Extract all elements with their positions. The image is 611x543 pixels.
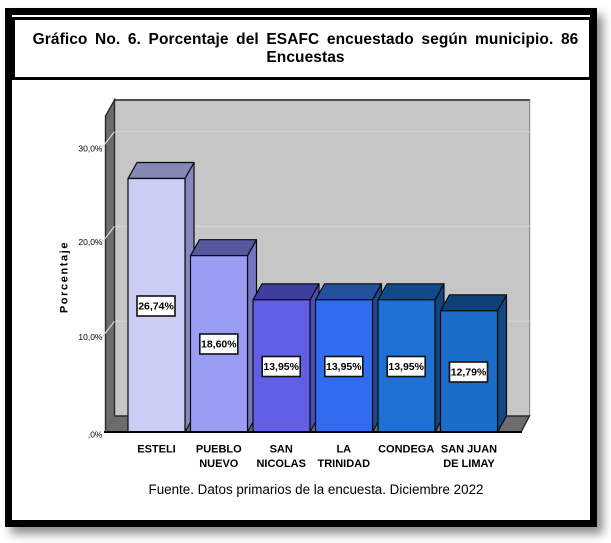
svg-text:18,60%: 18,60% (201, 339, 237, 351)
svg-text:LA: LA (336, 444, 351, 456)
svg-text:CONDEGA: CONDEGA (378, 444, 434, 456)
svg-text:12,79%: 12,79% (451, 367, 487, 379)
svg-text:,0%: ,0% (88, 429, 103, 439)
svg-text:TRINIDAD: TRINIDAD (318, 458, 371, 470)
svg-text:13,95%: 13,95% (388, 361, 424, 373)
svg-text:26,74%: 26,74% (138, 301, 174, 313)
svg-text:13,95%: 13,95% (326, 361, 362, 373)
svg-text:10,0%: 10,0% (78, 332, 103, 342)
svg-text:NICOLAS: NICOLAS (256, 458, 306, 470)
svg-text:Porcentaje: Porcentaje (59, 241, 71, 313)
svg-text:13,95%: 13,95% (263, 361, 299, 373)
svg-text:20,0%: 20,0% (78, 237, 103, 247)
svg-text:PUEBLO: PUEBLO (196, 444, 242, 456)
svg-text:30,0%: 30,0% (78, 143, 103, 153)
svg-text:SAN JUAN: SAN JUAN (441, 444, 497, 456)
svg-text:ESTELI: ESTELI (137, 444, 176, 456)
svg-text:Fuente. Datos primarios de la: Fuente. Datos primarios de la encuesta. … (149, 482, 484, 497)
svg-text:NUEVO: NUEVO (199, 458, 239, 470)
svg-text:DE LIMAY: DE LIMAY (443, 458, 495, 470)
svg-text:SAN: SAN (270, 444, 293, 456)
